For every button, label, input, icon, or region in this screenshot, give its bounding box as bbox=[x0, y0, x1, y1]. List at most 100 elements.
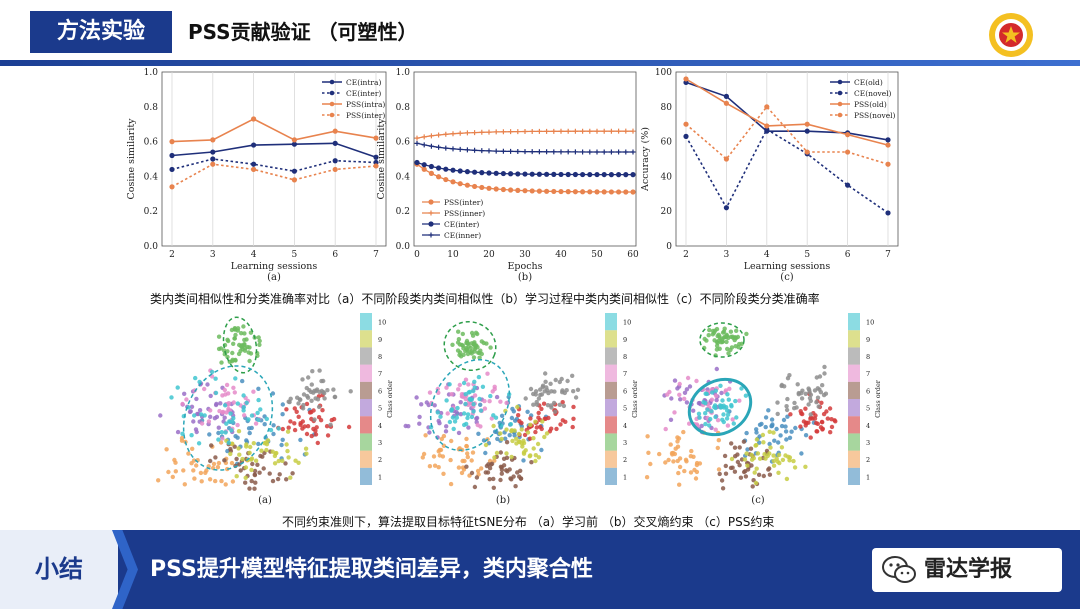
tsne-point bbox=[558, 422, 563, 427]
colorbar-segment bbox=[360, 313, 372, 331]
y-tick-label: 0.8 bbox=[144, 103, 159, 113]
data-point bbox=[332, 158, 338, 164]
data-point bbox=[500, 129, 506, 135]
tsne-point bbox=[455, 348, 461, 353]
tsne-point bbox=[331, 387, 336, 392]
colorbar-segment bbox=[605, 399, 617, 417]
colorbar-label: Class order bbox=[874, 379, 882, 418]
tsne-point bbox=[469, 414, 475, 420]
tsne-point bbox=[280, 402, 285, 407]
tsne-point bbox=[766, 408, 771, 413]
tsne-point bbox=[753, 480, 759, 486]
tsne-point bbox=[678, 397, 683, 402]
tsne-point bbox=[504, 400, 509, 406]
tsne-point bbox=[182, 391, 187, 396]
tsne-point bbox=[675, 444, 681, 449]
tsne-point bbox=[510, 406, 515, 412]
tsne-point bbox=[241, 405, 246, 410]
tsne-point bbox=[553, 377, 558, 383]
tsne-point bbox=[688, 454, 693, 459]
tsne-point bbox=[720, 398, 725, 403]
colorbar-segment bbox=[848, 416, 860, 434]
tsne-point bbox=[705, 407, 710, 412]
tsne-point bbox=[648, 461, 653, 467]
data-point bbox=[608, 128, 614, 134]
tsne-point bbox=[219, 430, 224, 435]
tsne-point bbox=[235, 401, 240, 406]
data-point bbox=[764, 104, 770, 110]
tsne-point bbox=[546, 415, 551, 421]
data-point bbox=[565, 149, 571, 155]
tsne-point bbox=[724, 339, 729, 345]
data-point bbox=[723, 156, 730, 162]
tsne-point bbox=[549, 403, 554, 408]
colorbar-tick-label: 3 bbox=[866, 439, 870, 447]
x-tick-label: 50 bbox=[591, 250, 603, 260]
tsne-point bbox=[472, 379, 477, 384]
tsne-point bbox=[315, 397, 321, 402]
tsne-point bbox=[298, 437, 303, 443]
colorbar-segment bbox=[848, 399, 860, 417]
tsne-point bbox=[528, 416, 533, 421]
tsne-point bbox=[702, 336, 707, 342]
tsne-point bbox=[469, 458, 474, 463]
tsne-point bbox=[182, 482, 187, 487]
tsne-point bbox=[803, 391, 808, 396]
tsne-point bbox=[754, 466, 759, 471]
tsne-point bbox=[466, 425, 471, 430]
data-point bbox=[601, 149, 607, 155]
tsne-point bbox=[491, 476, 496, 482]
colorbar-tick-label: 10 bbox=[378, 319, 386, 327]
tsne-point bbox=[257, 338, 262, 344]
tsne-point bbox=[751, 456, 756, 461]
tsne-point bbox=[280, 412, 285, 417]
data-point bbox=[251, 166, 257, 173]
cluster-ellipse bbox=[222, 316, 258, 374]
tsne-point bbox=[237, 462, 242, 467]
tsne-point bbox=[542, 389, 547, 394]
series-line bbox=[171, 142, 377, 159]
tsne-point bbox=[756, 472, 762, 477]
tsne-point bbox=[515, 404, 520, 410]
tsne-point bbox=[785, 414, 790, 419]
data-point bbox=[885, 142, 891, 148]
tsne-point bbox=[243, 475, 248, 480]
data-point bbox=[486, 185, 492, 191]
tsne-point bbox=[277, 472, 282, 477]
tsne-point bbox=[464, 436, 469, 442]
data-point bbox=[551, 128, 557, 134]
y-tick-label: 40 bbox=[661, 172, 673, 182]
tsne-point bbox=[481, 340, 486, 346]
cluster-ellipse bbox=[182, 365, 274, 471]
tsne-point bbox=[220, 436, 225, 441]
tsne-point bbox=[294, 409, 299, 414]
data-point bbox=[551, 171, 557, 177]
tsne-point bbox=[729, 456, 735, 462]
tsne-point bbox=[733, 344, 738, 349]
colorbar-segment bbox=[848, 313, 860, 331]
summary-label: 小结 bbox=[0, 530, 118, 609]
tsne-point bbox=[247, 430, 252, 436]
tsne-point bbox=[465, 412, 471, 417]
data-point bbox=[630, 149, 636, 155]
legend-label: CE(old) bbox=[854, 78, 883, 87]
tsne-point bbox=[499, 436, 504, 442]
data-point bbox=[428, 133, 434, 139]
tsne-point bbox=[206, 419, 212, 424]
tsne-point bbox=[432, 403, 437, 408]
tsne-point bbox=[542, 434, 547, 440]
tsne-point bbox=[509, 428, 514, 433]
data-point bbox=[544, 188, 550, 194]
data-point bbox=[486, 170, 492, 176]
data-point bbox=[623, 149, 629, 155]
tsne-point bbox=[199, 421, 205, 426]
tsne-point bbox=[488, 345, 493, 350]
x-tick-label: 5 bbox=[292, 250, 298, 260]
tsne-point bbox=[475, 422, 480, 428]
tsne-point bbox=[298, 422, 303, 428]
tsne-point bbox=[179, 435, 185, 441]
tsne-point bbox=[808, 435, 813, 440]
tsne-point bbox=[760, 432, 766, 438]
tsne-point bbox=[309, 433, 314, 439]
tsne-point bbox=[223, 430, 228, 435]
